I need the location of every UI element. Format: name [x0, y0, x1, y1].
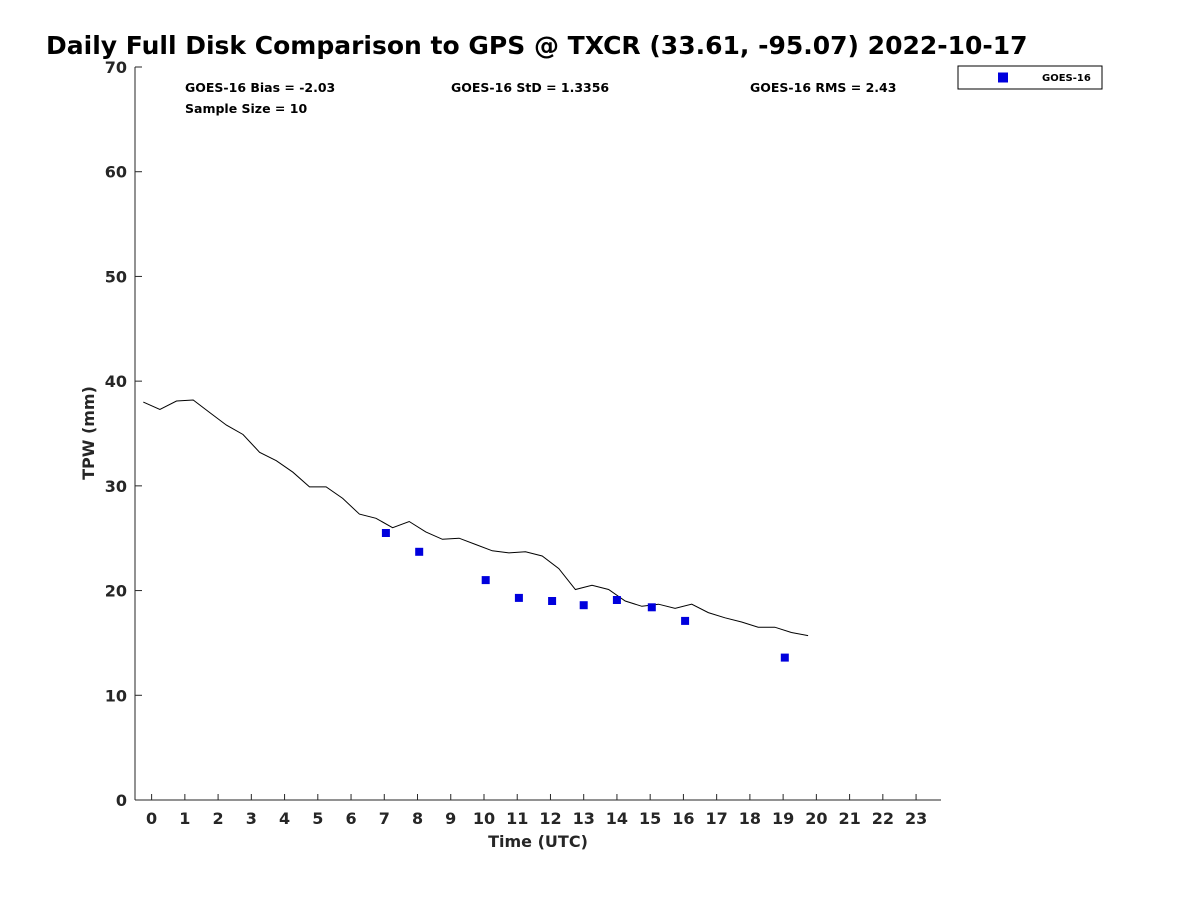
- goes16-point-7: [647, 603, 656, 612]
- stat-rms: GOES-16 RMS = 2.43: [750, 80, 896, 95]
- legend-box: [957, 65, 1103, 90]
- x-tick-label-7: 7: [379, 809, 390, 828]
- stat-sample-size: Sample Size = 10: [185, 101, 307, 116]
- x-tick-label-17: 17: [706, 809, 728, 828]
- legend-marker: [998, 72, 1008, 83]
- x-tick-label-0: 0: [146, 809, 157, 828]
- x-tick-label-2: 2: [213, 809, 224, 828]
- x-tick-label-5: 5: [312, 809, 323, 828]
- chart-title: Daily Full Disk Comparison to GPS @ TXCR…: [46, 31, 1028, 60]
- x-tick-label-9: 9: [445, 809, 456, 828]
- x-tick-label-21: 21: [838, 809, 860, 828]
- goes16-point-3: [514, 593, 523, 602]
- goes16-point-2: [481, 576, 490, 585]
- x-tick-label-18: 18: [739, 809, 761, 828]
- x-tick-label-23: 23: [905, 809, 927, 828]
- x-tick-label-15: 15: [639, 809, 661, 828]
- x-tick-label-20: 20: [805, 809, 827, 828]
- x-tick-label-4: 4: [279, 809, 290, 828]
- plot-frame: [134, 67, 941, 801]
- goes16-point-5: [579, 601, 588, 610]
- y-tick-label-50: 50: [105, 267, 127, 286]
- y-tick-label-20: 20: [105, 582, 127, 601]
- goes16-point-0: [381, 529, 390, 537]
- x-tick-label-12: 12: [539, 809, 561, 828]
- goes16-markers: [381, 529, 789, 662]
- y-tick-label-60: 60: [105, 163, 127, 182]
- x-tick-label-1: 1: [179, 809, 190, 828]
- x-tick-label-14: 14: [606, 809, 628, 828]
- x-tick-label-8: 8: [412, 809, 423, 828]
- y-tick-label-0: 0: [116, 791, 127, 810]
- y-axis-label: TPW (mm): [79, 386, 98, 480]
- x-tick-label-13: 13: [573, 809, 595, 828]
- x-ticks: 0 1 2 3 4 5 6 7 8 9 10 11 12 13 14 15 16 17 18 19 20 21 22 23: [146, 794, 927, 828]
- x-tick-label-6: 6: [345, 809, 356, 828]
- series-line-gps: [143, 399, 809, 637]
- legend-label: GOES-16: [1042, 73, 1091, 84]
- y-tick-label-70: 70: [105, 58, 127, 77]
- y-ticks: 0 10 20 30 40 50 60 70: [105, 58, 142, 810]
- x-tick-label-10: 10: [473, 809, 495, 828]
- y-tick-label-30: 30: [105, 477, 127, 496]
- y-tick-label-10: 10: [105, 686, 127, 705]
- x-axis-label: Time (UTC): [488, 832, 588, 851]
- x-tick-label-16: 16: [672, 809, 694, 828]
- goes16-point-1: [415, 547, 424, 556]
- stat-bias: GOES-16 Bias = -2.03: [185, 80, 335, 95]
- x-tick-label-11: 11: [506, 809, 528, 828]
- goes16-point-9: [780, 653, 789, 662]
- x-tick-label-19: 19: [772, 809, 794, 828]
- y-tick-label-40: 40: [105, 372, 127, 391]
- stat-std: GOES-16 StD = 1.3356: [451, 80, 609, 95]
- goes16-point-6: [612, 596, 621, 604]
- legend: GOES-16: [957, 65, 1103, 90]
- x-tick-label-3: 3: [246, 809, 257, 828]
- goes16-point-8: [681, 616, 690, 625]
- x-tick-label-22: 22: [872, 809, 894, 828]
- goes16-point-4: [548, 597, 557, 605]
